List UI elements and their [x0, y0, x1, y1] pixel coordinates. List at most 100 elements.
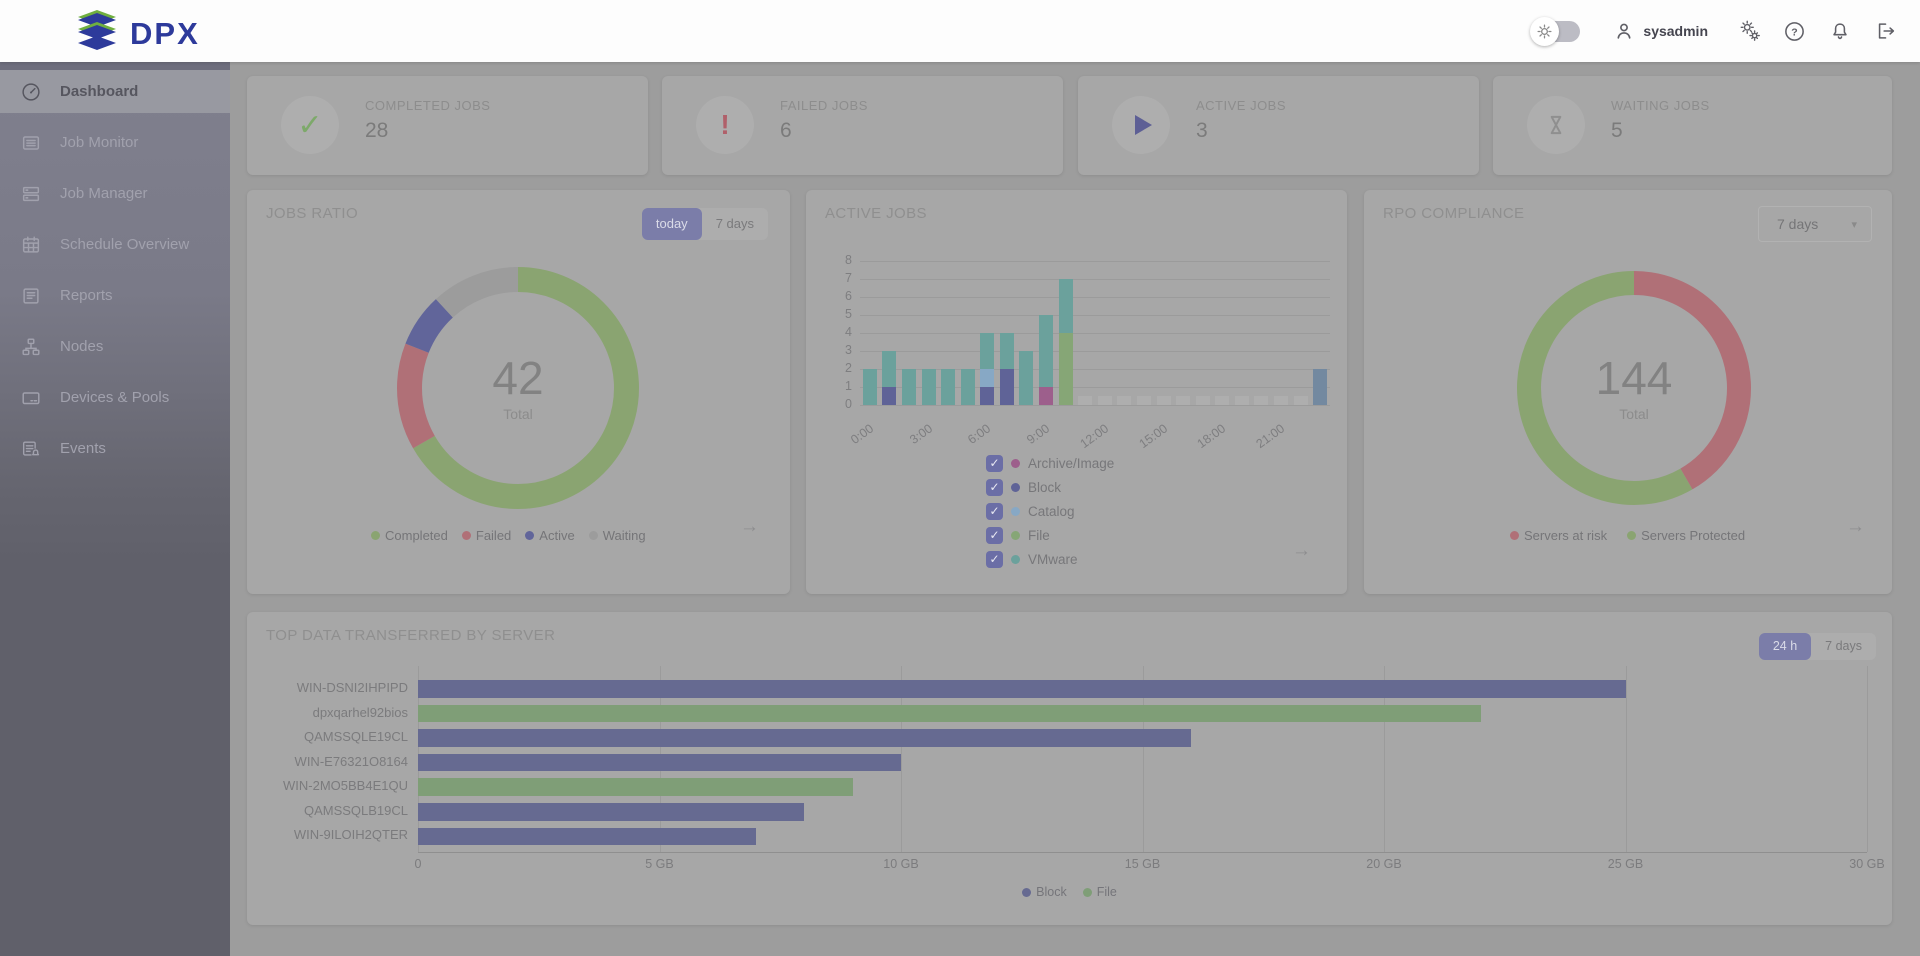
gridline — [860, 333, 1330, 334]
bar-segment-vmware — [882, 351, 897, 387]
failed-jobs-card: ! FAILED JOBS 6 — [662, 76, 1063, 175]
sidebar-item-label: Job Manager — [60, 185, 148, 202]
hourglass-icon — [1527, 96, 1585, 154]
top-data-bar-chart: 0 5 GB 10 GB 15 GB 20 GB 25 GB 30 GB WIN-DSNI2I… — [247, 660, 1892, 920]
notifications-bell-icon[interactable] — [1828, 19, 1852, 43]
sidebar-item-label: Job Monitor — [60, 134, 139, 151]
series-checkbox-vmware[interactable]: ✓ VMware — [986, 550, 1114, 568]
sidebar-item-label: Dashboard — [60, 83, 139, 100]
dpx-logo: DPX — [74, 9, 200, 58]
details-arrow-icon[interactable]: → — [1846, 516, 1865, 537]
bar-segment-empty — [1215, 396, 1230, 405]
sidebar-item-reports[interactable]: Reports — [0, 274, 230, 317]
toggle-gear-icon — [1530, 16, 1560, 46]
active-jobs-panel: ACTIVE JOBS 0 1 2 3 4 5 6 7 8 0:00 3:00 6:00 9:00 12:… — [806, 190, 1347, 594]
y-axis-tick: 8 — [845, 253, 852, 267]
sidebar-item-job-manager[interactable]: Job Manager — [0, 172, 230, 215]
username: sysadmin — [1643, 23, 1708, 39]
sidebar-top-strip — [0, 62, 230, 70]
y-axis-tick: 7 — [845, 271, 852, 285]
gridline — [1384, 666, 1385, 852]
series-checkbox-archive-image[interactable]: ✓ Archive/Image — [986, 454, 1114, 472]
legend-waiting: Waiting — [588, 528, 646, 543]
x-axis-tick: 21:00 — [1253, 421, 1288, 452]
sidebar-item-schedule-overview[interactable]: Schedule Overview — [0, 223, 230, 266]
user-icon — [1612, 19, 1636, 43]
x-axis-tick: 15 GB — [1124, 857, 1161, 871]
seven-days-button[interactable]: 7 days — [715, 216, 754, 231]
card-label: WAITING JOBS — [1611, 98, 1710, 113]
bar-segment-vmware — [1039, 315, 1054, 387]
series-checkbox-block[interactable]: ✓ Block — [986, 478, 1114, 496]
x-axis-tick: 5 GB — [645, 857, 674, 871]
legend-dot — [525, 531, 535, 540]
panel-title: TOP DATA TRANSFERRED BY SERVER — [266, 627, 556, 644]
user-menu[interactable]: sysadmin — [1612, 19, 1708, 43]
sidebar-item-dashboard[interactable]: Dashboard — [0, 70, 230, 113]
hbar-block — [418, 729, 1191, 747]
settings-toggle[interactable] — [1530, 16, 1581, 46]
topbar-actions: sysadmin ? — [1530, 0, 1898, 62]
details-arrow-icon[interactable]: → — [1292, 540, 1311, 561]
card-value: 28 — [365, 119, 389, 142]
series-checkbox-file[interactable]: ✓ File — [986, 526, 1114, 544]
today-button[interactable]: today — [641, 208, 702, 240]
bar-segment-vmware — [941, 369, 956, 405]
series-checkbox-catalog[interactable]: ✓ Catalog — [986, 502, 1114, 520]
hbar-block — [418, 803, 805, 821]
bar-segment-vmware — [999, 333, 1014, 369]
seven-days-button[interactable]: 7 days — [1825, 639, 1862, 653]
hbar-block — [418, 827, 757, 846]
sidebar-item-job-monitor[interactable]: Job Monitor — [0, 121, 230, 164]
bar-segment-vmware — [862, 369, 877, 405]
legend-active: Active — [525, 528, 575, 543]
help-icon[interactable]: ? — [1782, 19, 1806, 43]
sidebar: Dashboard Job Monitor Job Manager — [0, 62, 230, 956]
device-icon — [20, 387, 42, 409]
top-data-range-toggle: 24 h 7 days — [1758, 633, 1876, 660]
rpo-donut-chart: 144 Total — [1517, 271, 1751, 505]
bar-segment-vmware — [960, 369, 975, 405]
services-gears-icon[interactable] — [1738, 19, 1762, 43]
dropdown-value: 7 days — [1777, 216, 1819, 232]
sidebar-item-devices-pools[interactable]: Devices & Pools — [0, 376, 230, 419]
gridline — [1142, 666, 1144, 852]
bar-segment-block — [980, 387, 995, 405]
jobs-ratio-legend: Completed Failed Active Waiting — [371, 528, 646, 543]
server-label: WIN-2MO5BB4E1QU — [283, 778, 408, 794]
bar-segment-highlight — [1313, 369, 1328, 405]
sidebar-item-nodes[interactable]: Nodes — [0, 325, 230, 368]
bar-segment-empty — [1117, 396, 1132, 405]
rpo-range-dropdown[interactable]: 7 days ▾ — [1758, 206, 1872, 242]
gridline — [901, 666, 902, 852]
24h-button[interactable]: 24 h — [1758, 633, 1812, 660]
x-axis-tick: 30 GB — [1849, 857, 1885, 871]
event-list-bell-icon — [20, 438, 42, 460]
x-axis-tick: 0:00 — [847, 421, 876, 447]
bar-segment-empty — [1136, 396, 1151, 405]
rpo-legend: Servers at risk Servers Protected — [1510, 528, 1745, 543]
server-label: QAMSSQLE19CL — [303, 729, 408, 745]
sitemap-icon — [20, 336, 42, 358]
hbar-block — [418, 753, 901, 772]
bar-segment-empty — [1078, 396, 1093, 405]
sidebar-item-label: Schedule Overview — [60, 236, 190, 253]
logo-text: DPX — [130, 15, 200, 51]
bar-segment-empty — [1195, 396, 1210, 405]
panel-title: ACTIVE JOBS — [825, 205, 927, 222]
server-label: WIN-9ILOIH2QTER — [293, 827, 408, 843]
gridline — [860, 315, 1330, 316]
legend-dot — [1011, 506, 1020, 516]
gauge-icon — [20, 81, 42, 103]
gridline — [860, 387, 1330, 388]
legend-file: File — [1082, 885, 1117, 899]
sidebar-item-events[interactable]: Events — [0, 427, 230, 470]
legend-dot — [371, 531, 380, 540]
exclamation-icon: ! — [696, 96, 754, 154]
checkbox-icon: ✓ — [986, 478, 1003, 496]
gridline — [860, 279, 1330, 280]
card-label: FAILED JOBS — [780, 98, 868, 113]
details-arrow-icon[interactable]: → — [740, 516, 759, 537]
logout-icon[interactable] — [1874, 19, 1898, 43]
